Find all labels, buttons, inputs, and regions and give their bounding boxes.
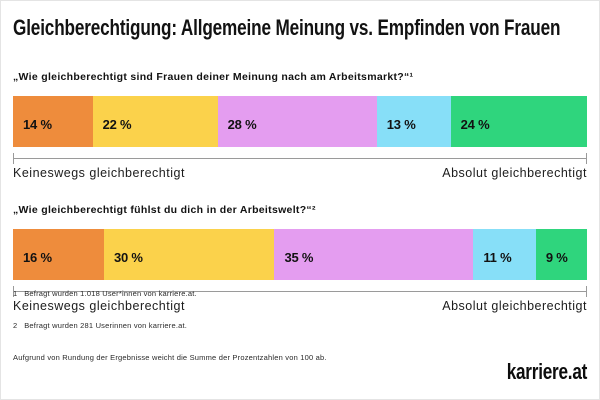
bar-segment: 16 % <box>13 229 104 280</box>
bar-segment: 13 % <box>376 96 451 147</box>
axis-labels-2: Keineswegs gleichberechtigt Absolut glei… <box>13 299 587 313</box>
footer: 1 Befragt wurden 1.018 User*innen von ka… <box>13 268 587 385</box>
axis-label-left-2: Keineswegs gleichberechtigt <box>13 299 185 313</box>
bar-segment: 35 % <box>274 229 474 280</box>
bar-segment-value: 13 % <box>386 117 416 132</box>
bar-segment-value: 35 % <box>284 250 314 265</box>
bar-segment-value: 24 % <box>460 117 490 132</box>
stacked-bar-1: 14 % 22 % 28 % 13 % 24 % <box>13 96 587 147</box>
axis-line-2 <box>13 286 587 297</box>
axis-label-left-1: Keineswegs gleichberechtigt <box>13 166 185 180</box>
bar-segment-value: 16 % <box>23 250 52 265</box>
page-title: Gleichberechtigung: Allgemeine Meinung v… <box>13 15 561 40</box>
chart-general-opinion: „Wie gleichberechtigt sind Frauen deiner… <box>13 71 587 180</box>
infographic: Gleichberechtigung: Allgemeine Meinung v… <box>1 15 599 384</box>
chart-women-perception: „Wie gleichberechtigt fühlst du dich in … <box>13 204 588 313</box>
axis-labels-1: Keineswegs gleichberechtigt Absolut glei… <box>13 166 587 180</box>
bar-segment-value: 28 % <box>227 117 257 132</box>
karriere-at-logo: karriere.at <box>506 359 588 384</box>
footnote-1: 1 Befragt wurden 1.018 User*innen von ka… <box>13 289 197 299</box>
bar-segment: 11 % <box>473 229 536 280</box>
bar-segment-value: 30 % <box>113 250 143 265</box>
bar-segment-value: 9 % <box>545 250 568 265</box>
axis-label-right-2: Absolut gleichberechtigt <box>442 299 587 313</box>
bar-segment-value: 22 % <box>102 117 132 132</box>
footnote-2: 2 Befragt wurden 281 Userinnen von karri… <box>13 321 188 331</box>
bar-segment: 14 % <box>13 96 93 147</box>
bar-segment-value: 14 % <box>23 117 52 132</box>
stacked-bar-2: 16 % 30 % 35 % 11 % 9 % <box>13 229 588 280</box>
footnotes: 1 Befragt wurden 1.018 User*innen von ka… <box>13 268 327 385</box>
bar-segment-value: 11 % <box>483 250 512 265</box>
axis-label-right-1: Absolut gleichberechtigt <box>442 166 587 180</box>
axis-line-1 <box>13 153 587 164</box>
bar-segment: 30 % <box>103 229 275 280</box>
chart-2-question: „Wie gleichberechtigt fühlst du dich in … <box>13 204 316 216</box>
bar-segment: 9 % <box>535 229 588 280</box>
chart-1-question: „Wie gleichberechtigt sind Frauen deiner… <box>13 71 414 83</box>
bar-segment: 22 % <box>92 96 218 147</box>
bar-segment: 28 % <box>217 96 377 147</box>
bar-segment: 24 % <box>450 96 587 147</box>
footnote-rounding: Aufgrund von Rundung der Ergebnisse weic… <box>13 353 327 363</box>
